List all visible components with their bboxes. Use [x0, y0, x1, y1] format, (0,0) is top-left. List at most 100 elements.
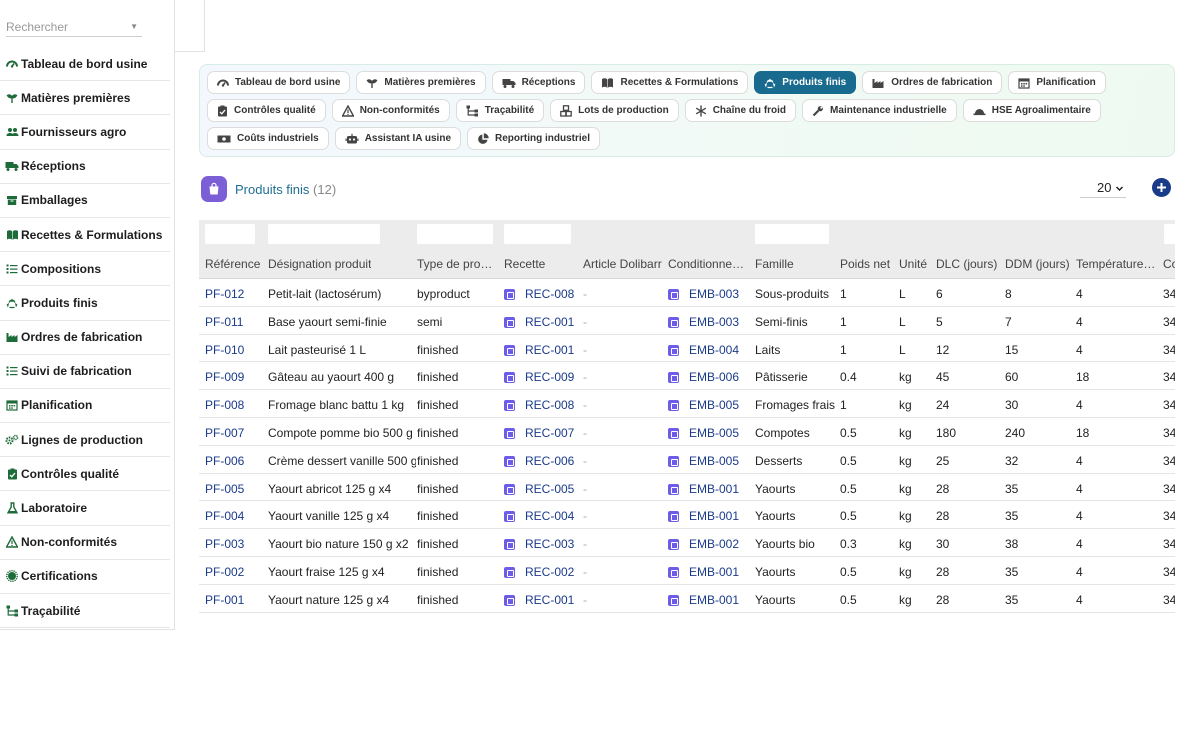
reference-link[interactable]: PF-003 [205, 537, 245, 552]
module-tab[interactable]: Chaîne du froid [684, 99, 797, 122]
column-header[interactable]: Référence [205, 257, 261, 271]
module-tab[interactable]: Non-conformités [331, 99, 450, 122]
recipe-link[interactable]: REC-006 [525, 453, 575, 468]
recipe-link[interactable]: REC-004 [525, 509, 575, 524]
module-tab[interactable]: Lots de production [550, 99, 679, 122]
table-row[interactable]: PF-004 Yaourt vanille 125 g x4 finished REC… [199, 501, 1175, 530]
caret-down-icon[interactable]: ▼ [130, 22, 138, 31]
module-tab[interactable]: Coûts industriels [207, 127, 329, 150]
reference-link[interactable]: PF-006 [205, 453, 245, 468]
recipe-link[interactable]: REC-001 [525, 314, 575, 329]
module-tab[interactable]: Traçabilité [455, 99, 545, 122]
packaging-link[interactable]: EMB-005 [689, 425, 740, 440]
sidebar-item[interactable]: Non-conformités [0, 526, 170, 560]
table-row[interactable]: PF-009 Gâteau au yaourt 400 g finished REC-… [199, 362, 1175, 391]
table-row[interactable]: PF-012 Petit-lait (lactosérum) byproduct RE… [199, 279, 1175, 307]
reference-link[interactable]: PF-012 [205, 287, 245, 301]
column-header[interactable]: Article Dolibarr [583, 257, 662, 271]
sidebar-item[interactable]: Tableau de bord usine [0, 47, 170, 82]
filter-designation-input[interactable] [268, 224, 380, 244]
sidebar-item[interactable]: Matières premières [0, 81, 170, 116]
reference-link[interactable]: PF-011 [205, 314, 244, 329]
column-header[interactable]: Recette [504, 257, 546, 271]
module-tab[interactable]: Assistant IA usine [334, 127, 462, 150]
reference-link[interactable]: PF-001 [205, 592, 245, 607]
sidebar-item[interactable]: Fournisseurs agro [0, 115, 170, 150]
packaging-link[interactable]: EMB-005 [689, 453, 740, 468]
recipe-link[interactable]: REC-005 [525, 481, 575, 496]
search-select[interactable]: Rechercher ▼ [6, 17, 142, 37]
recipe-link[interactable]: REC-007 [525, 425, 575, 440]
recipe-link[interactable]: REC-008 [525, 398, 575, 413]
module-tab[interactable]: Maintenance industrielle [802, 99, 957, 122]
reference-link[interactable]: PF-007 [205, 425, 245, 440]
module-tab[interactable]: Recettes & Formulations [591, 71, 749, 94]
table-row[interactable]: PF-002 Yaourt fraise 125 g x4 finished REC-… [199, 557, 1175, 585]
table-row[interactable]: PF-003 Yaourt bio nature 150 g x2 finished… [199, 529, 1175, 557]
reference-link[interactable]: PF-009 [205, 370, 245, 385]
sidebar-item[interactable]: Emballages [0, 184, 170, 218]
module-tab[interactable]: Planification [1008, 71, 1106, 94]
recipe-link[interactable]: REC-001 [525, 342, 575, 357]
sidebar-item[interactable]: Certifications [0, 560, 170, 594]
recipe-link[interactable]: REC-002 [525, 564, 575, 579]
packaging-link[interactable]: EMB-001 [689, 592, 740, 607]
recipe-link[interactable]: REC-008 [525, 287, 575, 301]
reference-link[interactable]: PF-002 [205, 564, 245, 579]
table-row[interactable]: PF-001 Yaourt nature 125 g x4 finished REC-… [199, 585, 1175, 613]
reference-link[interactable]: PF-005 [205, 481, 245, 496]
sidebar-item[interactable]: Traçabilité [0, 594, 170, 629]
table-row[interactable]: PF-007 Compote pomme bio 500 g finished REC… [199, 418, 1175, 446]
table-row[interactable]: PF-011 Base yaourt semi-finie semi REC-001-… [199, 307, 1175, 335]
add-button[interactable] [1152, 178, 1171, 197]
module-tab[interactable]: HSE Agroalimentaire [962, 99, 1101, 122]
filter-type-input[interactable] [417, 224, 493, 244]
column-header[interactable]: Poids net [840, 257, 891, 271]
packaging-link[interactable]: EMB-006 [689, 370, 740, 385]
sidebar-item[interactable]: Recettes & Formulations [0, 218, 170, 253]
reference-link[interactable]: PF-008 [205, 398, 245, 413]
filter-reference-input[interactable] [205, 224, 255, 244]
reference-link[interactable]: PF-004 [205, 509, 245, 524]
table-row[interactable]: PF-005 Yaourt abricot 125 g x4 finished REC… [199, 474, 1175, 502]
filter-recipe-input[interactable] [504, 224, 571, 244]
module-tab[interactable]: Reporting industriel [467, 127, 601, 150]
packaging-link[interactable]: EMB-005 [689, 398, 740, 413]
sidebar-item[interactable]: Réceptions [0, 150, 170, 184]
sidebar-item[interactable]: Suivi de fabrication [0, 355, 170, 389]
table-row[interactable]: PF-006 Crème dessert vanille 500 g finishe… [199, 446, 1175, 474]
packaging-link[interactable]: EMB-001 [689, 481, 740, 496]
module-tab[interactable]: Contrôles qualité [207, 99, 326, 122]
packaging-link[interactable]: EMB-001 [689, 509, 740, 524]
column-header[interactable]: DLC (jours) [936, 257, 998, 271]
column-header[interactable]: Unité [899, 257, 928, 271]
recipe-link[interactable]: REC-003 [525, 537, 575, 552]
column-header[interactable]: DDM (jours) [1005, 257, 1070, 271]
packaging-link[interactable]: EMB-004 [689, 342, 740, 357]
sidebar-item[interactable]: Ordres de fabrication [0, 321, 170, 355]
packaging-link[interactable]: EMB-003 [689, 314, 740, 329]
page-size-select[interactable]: 20 [1080, 178, 1126, 198]
module-tab[interactable]: Produits finis [754, 71, 857, 94]
column-header[interactable]: Température… [1076, 257, 1156, 271]
sidebar-item[interactable]: Compositions [0, 252, 170, 287]
packaging-link[interactable]: EMB-003 [689, 287, 740, 301]
sidebar-item[interactable]: Produits finis [0, 286, 170, 321]
column-header[interactable]: Désignation produit [268, 257, 372, 271]
column-header[interactable]: Famille [755, 257, 794, 271]
module-tab[interactable]: Tableau de bord usine [207, 71, 351, 94]
recipe-link[interactable]: REC-009 [525, 370, 575, 385]
table-row[interactable]: PF-010 Lait pasteurisé 1 L finished REC-001… [199, 335, 1175, 363]
packaging-link[interactable]: EMB-002 [689, 537, 740, 552]
filter-co-input[interactable] [1164, 224, 1175, 244]
module-tab[interactable]: Ordres de fabrication [862, 71, 1003, 94]
sidebar-item[interactable]: Lignes de production [0, 423, 170, 458]
column-header[interactable]: Type de pro… [417, 257, 493, 271]
reference-link[interactable]: PF-010 [205, 342, 245, 357]
sidebar-item[interactable]: Planification [0, 389, 170, 424]
packaging-link[interactable]: EMB-001 [689, 564, 740, 579]
column-header[interactable]: Conditionne… [668, 257, 745, 271]
column-header[interactable]: Co [1163, 257, 1175, 271]
table-row[interactable]: PF-008 Fromage blanc battu 1 kg finished RE… [199, 390, 1175, 418]
sidebar-item[interactable]: Laboratoire [0, 491, 170, 526]
